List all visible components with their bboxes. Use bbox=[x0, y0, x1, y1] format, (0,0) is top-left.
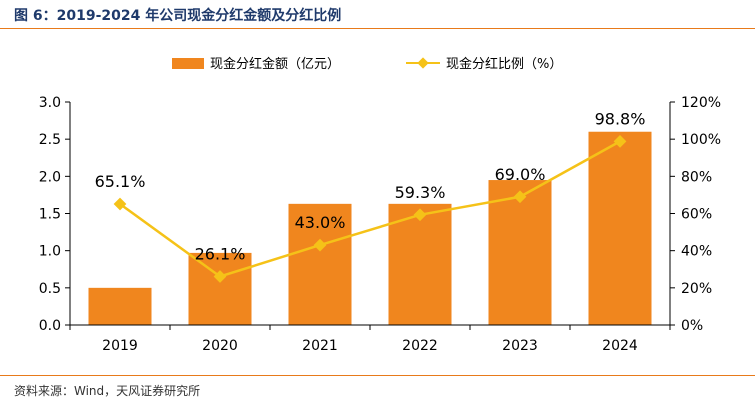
legend-bar-label: 现金分红金额（亿元） bbox=[210, 56, 340, 72]
y-left-tick-label: 2.5 bbox=[39, 132, 61, 148]
x-tick-label: 2019 bbox=[102, 338, 138, 354]
y-left-tick-label: 0.0 bbox=[39, 318, 61, 334]
bar-2020 bbox=[188, 252, 252, 325]
y-right-tick-label: 0% bbox=[681, 318, 703, 334]
x-tick-label: 2020 bbox=[202, 338, 238, 354]
y-right-tick-label: 60% bbox=[681, 207, 712, 223]
y-left-tick-label: 2.0 bbox=[39, 169, 61, 185]
bar-2022 bbox=[388, 203, 452, 325]
x-tick-label: 2024 bbox=[602, 338, 638, 354]
data-label-2024: 98.8% bbox=[595, 109, 646, 128]
title-divider bbox=[0, 28, 755, 29]
y-left-tick-label: 1.0 bbox=[39, 244, 61, 260]
y-right-tick-label: 100% bbox=[681, 132, 721, 148]
source-divider bbox=[0, 375, 755, 376]
bar-2024 bbox=[588, 131, 652, 325]
legend-bar-swatch bbox=[172, 58, 204, 69]
source-note: 资料来源：Wind，天风证券研究所 bbox=[14, 384, 201, 398]
bar-2021 bbox=[288, 203, 352, 325]
legend: 现金分红金额（亿元） 现金分红比例（%） bbox=[172, 56, 562, 72]
bar-2023 bbox=[488, 180, 552, 325]
x-tick-label: 2023 bbox=[502, 338, 538, 354]
point-2019 bbox=[113, 197, 127, 211]
data-label-2019: 65.1% bbox=[95, 172, 146, 191]
data-label-2023: 69.0% bbox=[495, 165, 546, 184]
y-right-tick-label: 80% bbox=[681, 169, 712, 185]
y-left-tick-label: 1.5 bbox=[39, 207, 61, 223]
bar-2019 bbox=[88, 287, 152, 325]
data-label-2022: 59.3% bbox=[395, 183, 446, 202]
point-2022 bbox=[413, 208, 427, 222]
y-right-tick-label: 40% bbox=[681, 244, 712, 260]
legend-line-label: 现金分红比例（%） bbox=[446, 56, 562, 72]
point-2021 bbox=[313, 238, 327, 252]
x-tick-label: 2022 bbox=[402, 338, 438, 354]
y-left-tick-label: 3.0 bbox=[39, 95, 61, 111]
payout-ratio-line bbox=[119, 140, 621, 278]
point-2020 bbox=[213, 270, 227, 283]
y-left-tick-label: 0.5 bbox=[39, 281, 61, 297]
legend-line-marker bbox=[417, 57, 429, 69]
y-right-tick-label: 20% bbox=[681, 281, 712, 297]
data-label-2021: 43.0% bbox=[295, 213, 346, 232]
figure-title: 图 6：2019-2024 年公司现金分红金额及分红比例 bbox=[14, 8, 342, 24]
y-right-tick-label: 120% bbox=[681, 95, 721, 111]
data-label-2020: 26.1% bbox=[195, 244, 246, 263]
x-tick-label: 2021 bbox=[302, 338, 338, 354]
